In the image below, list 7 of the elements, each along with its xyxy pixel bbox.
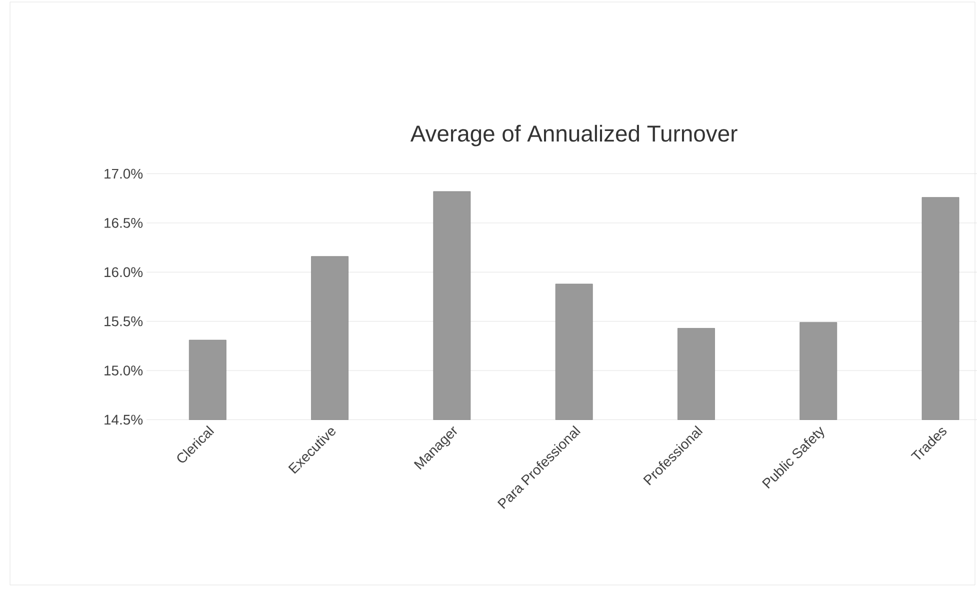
y-tick-label: 17.0% (104, 168, 143, 179)
y-tick-label: 14.5% (104, 414, 143, 425)
y-tick-label: 15.0% (104, 366, 143, 376)
y-tick-label: 15.5% (104, 316, 143, 326)
chart-title: Average of Annualized Turnover (410, 124, 738, 146)
y-tick-label: 16.0% (104, 267, 143, 278)
y-tick-label: 16.5% (104, 218, 143, 228)
